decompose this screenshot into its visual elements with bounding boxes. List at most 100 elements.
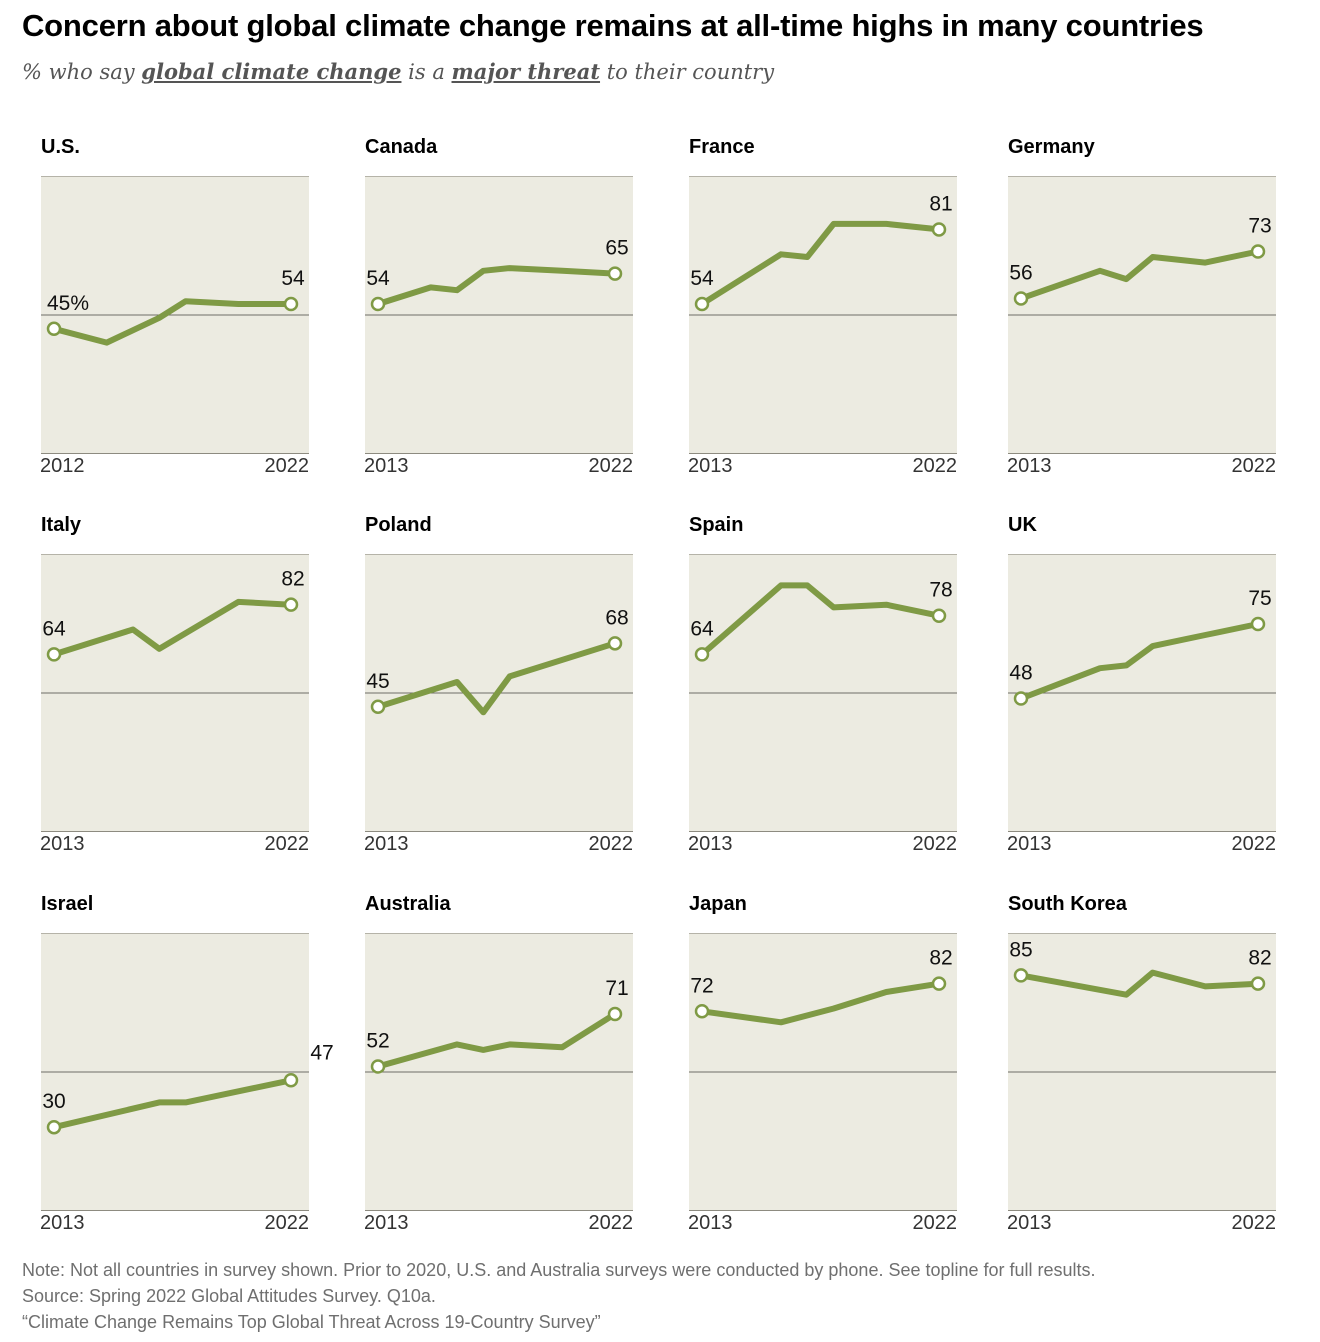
data-label-start: 56 [1009,261,1032,284]
data-label-end: 81 [929,192,952,215]
plot-area: 64 78 [689,554,957,832]
data-label-start: 85 [1009,938,1032,961]
chart-panel: Israel 30 47 2013 2022 [40,893,341,1253]
marker-end [1250,244,1266,259]
marker-start [1013,691,1029,706]
panel-title: South Korea [1008,893,1127,915]
data-label-end: 68 [605,606,628,629]
chart-title: Concern about global climate change rema… [22,8,1204,43]
plot-area: 56 73 [1008,176,1276,454]
marker-start [694,296,710,312]
plot-area: 54 81 [689,176,957,454]
plot-area: 52 71 [365,933,633,1211]
series-line [699,582,942,658]
x-tick-end: 2022 [264,1212,310,1234]
x-tick-end: 2022 [264,833,310,855]
marker-start [46,647,62,662]
panel-title: UK [1008,514,1037,536]
line-chart-svg: 85 82 [1008,938,1276,1073]
subtitle-text-2: is a [401,60,452,84]
plot-area: 64 82 [41,554,309,832]
x-tick-start: 2013 [1007,833,1052,855]
data-label-start: 64 [42,617,66,640]
marker-start [1013,968,1029,983]
marker-start [370,296,386,312]
x-tick-start: 2013 [1007,1212,1052,1234]
series-line [375,1011,618,1070]
marker-end [607,266,623,281]
x-tick-end: 2022 [264,455,310,477]
line-chart-svg: 45 68 [365,606,633,716]
marker-end [607,1006,623,1022]
data-label-end: 82 [1248,947,1271,970]
series-line [51,1077,294,1131]
line-chart-svg: 64 78 [689,579,957,694]
data-label-end: 47 [310,1041,333,1064]
chart-panel: France 54 81 2013 2022 [688,136,989,496]
subtitle-emphasis-climate: global climate change [141,59,402,84]
x-tick-start: 2013 [40,833,85,855]
x-tick-start: 2013 [364,833,409,855]
data-label-end: 65 [605,237,628,260]
subtitle-text-3: to their country [600,60,775,84]
series-line [375,640,618,716]
marker-end [931,608,947,623]
report-title: “Climate Change Remains Top Global Threa… [22,1312,601,1332]
plot-area: 72 82 [689,933,957,1211]
x-tick-start: 2013 [688,1212,733,1234]
marker-end [1250,976,1266,991]
data-label-end: 82 [929,947,952,970]
line-chart-svg: 56 73 [1008,215,1276,316]
x-tick-start: 2013 [364,1212,409,1234]
x-tick-end: 2022 [588,1212,634,1234]
x-tick-start: 2012 [40,455,85,477]
data-label-end: 82 [281,568,304,591]
marker-start [370,699,386,715]
chart-panel: South Korea 85 82 2013 2022 [1007,893,1308,1253]
marker-end [1250,616,1266,632]
note-text: Note: Not all countries in survey shown.… [22,1260,1096,1280]
x-tick-end: 2022 [1231,455,1277,477]
series-line [1018,248,1261,302]
subtitle-text-1: % who say [22,60,142,84]
data-label-start: 45 [366,670,389,693]
plot-area: 30 47 [41,933,334,1211]
marker-end [931,976,947,991]
marker-end [283,1073,299,1088]
x-tick-start: 2013 [364,455,409,477]
chart-panel: Australia 52 71 2013 2022 [364,893,665,1253]
data-label-start: 54 [690,267,714,290]
data-label-start: 72 [690,974,713,997]
x-tick-start: 2013 [1007,455,1052,477]
marker-end [931,222,947,237]
plot-area: 45% 54 [41,176,309,454]
panel-title: Spain [689,514,744,536]
x-tick-end: 2022 [1231,833,1277,855]
line-chart-svg: 48 75 [1008,587,1276,706]
data-label-end: 54 [281,267,305,290]
line-chart-svg: 72 82 [689,947,957,1073]
footnotes: Note: Not all countries in survey shown.… [22,1257,1096,1335]
marker-start [46,321,62,337]
data-label-start: 52 [366,1029,389,1052]
data-label-start: 64 [690,617,714,640]
x-tick-start: 2013 [688,455,733,477]
x-tick-start: 2013 [40,1212,85,1234]
panel-title: Israel [41,893,94,915]
chart-panel: Italy 64 82 2013 2022 [40,514,341,874]
marker-end [607,636,623,651]
data-label-start: 54 [366,267,390,290]
plot-area: 85 82 [1008,933,1276,1211]
series-line [1018,969,1261,998]
chart-panel: Poland 45 68 2013 2022 [364,514,665,874]
x-tick-end: 2022 [912,833,958,855]
panel-title: Canada [365,136,438,158]
data-label-end: 71 [605,977,628,1000]
marker-start [370,1059,386,1074]
panel-title: U.S. [41,136,80,158]
series-line [375,265,618,307]
x-tick-end: 2022 [912,1212,958,1234]
x-tick-start: 2013 [688,833,733,855]
data-label-start: 48 [1009,662,1032,685]
panel-title: France [689,136,755,158]
